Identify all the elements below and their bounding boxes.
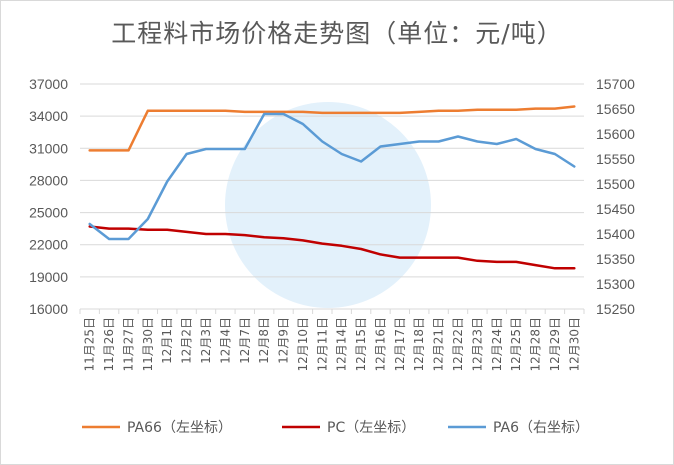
x-tick-label: 12月22日 xyxy=(451,317,465,372)
y-left-tick-label: 25000 xyxy=(29,205,68,221)
x-tick-label: 12月21日 xyxy=(432,317,446,372)
x-tick-label: 12月23日 xyxy=(470,317,484,372)
x-tick-label: 11月30日 xyxy=(141,317,155,372)
x-tick-label: 12月29日 xyxy=(548,317,562,372)
x-tick-label: 12月9日 xyxy=(277,317,291,364)
y-left-tick-label: 19000 xyxy=(29,269,68,285)
x-tick-label: 11月27日 xyxy=(121,317,135,372)
y-right-tick-label: 15300 xyxy=(596,276,635,292)
x-tick-label: 12月15日 xyxy=(354,317,368,372)
x-tick-label: 12月3日 xyxy=(199,317,213,364)
y-right-tick-label: 15400 xyxy=(596,226,635,242)
y-right-tick-label: 15450 xyxy=(596,201,635,217)
chart-title: 工程料市场价格走势图（单位：元/吨） xyxy=(111,19,563,48)
x-tick-label: 11月25日 xyxy=(83,317,97,372)
x-tick-label: 12月24日 xyxy=(490,317,504,372)
x-tick-label: 12月17日 xyxy=(393,317,407,372)
y-right-tick-label: 15500 xyxy=(596,176,635,192)
x-tick-label: 12月30日 xyxy=(567,317,581,372)
legend-label: PA6（右坐标） xyxy=(493,420,589,436)
x-tick-label: 12月1日 xyxy=(160,317,174,364)
x-tick-label: 12月14日 xyxy=(335,317,349,372)
y-left-tick-label: 16000 xyxy=(29,301,68,317)
x-tick-label: 12月18日 xyxy=(412,317,426,372)
y-left-tick-label: 31000 xyxy=(29,140,68,156)
y-left-tick-label: 34000 xyxy=(29,108,68,124)
x-tick-label: 12月2日 xyxy=(180,317,194,364)
legend-label: PA66（左坐标） xyxy=(127,420,232,436)
y-right-tick-label: 15550 xyxy=(596,151,635,167)
series-line xyxy=(88,105,576,152)
y-left-tick-label: 37000 xyxy=(29,76,68,92)
y-right-tick-label: 15650 xyxy=(596,101,635,117)
x-tick-label: 12月4日 xyxy=(218,317,232,364)
series-line xyxy=(88,225,576,270)
watermark-logo xyxy=(225,102,431,308)
x-tick-label: 12月28日 xyxy=(529,317,543,372)
x-tick-label: 12月16日 xyxy=(373,317,387,372)
y-right-tick-label: 15600 xyxy=(596,126,635,142)
y-left-tick-label: 28000 xyxy=(29,172,68,188)
x-tick-label: 12月25日 xyxy=(509,317,523,372)
series-line xyxy=(88,112,576,241)
x-tick-label: 12月11日 xyxy=(315,317,329,372)
y-right-tick-label: 15250 xyxy=(596,301,635,317)
x-tick-label: 12月7日 xyxy=(238,317,252,364)
x-tick-label: 11月26日 xyxy=(102,317,116,372)
y-left-tick-label: 22000 xyxy=(29,237,68,253)
y-right-tick-label: 15350 xyxy=(596,251,635,267)
x-tick-label: 12月10日 xyxy=(296,317,310,372)
x-tick-label: 12月8日 xyxy=(257,317,271,364)
legend-label: PC（左坐标） xyxy=(327,420,415,436)
y-right-tick-label: 15700 xyxy=(596,76,635,92)
